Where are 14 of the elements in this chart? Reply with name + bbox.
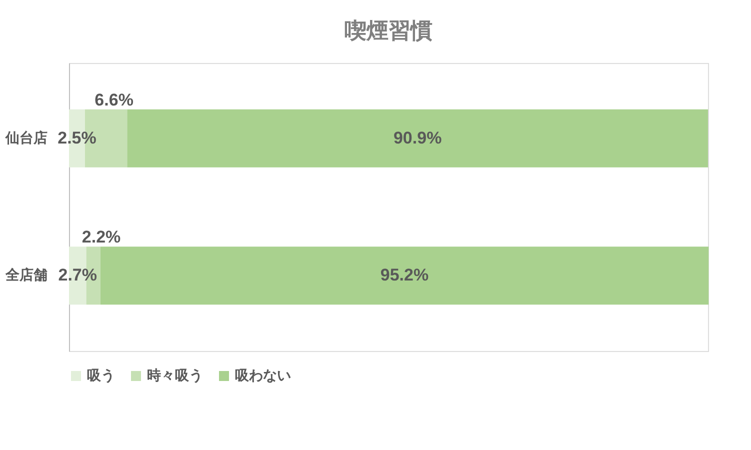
data-label: 95.2% — [380, 266, 429, 285]
data-label: 2.7% — [58, 266, 97, 285]
legend-label: 時々吸う — [147, 367, 203, 384]
legend-label: 吸わない — [235, 367, 291, 383]
legend-label: 吸う — [87, 367, 115, 384]
data-label: 2.5% — [58, 128, 96, 148]
bar — [100, 246, 709, 305]
data-label: 6.6% — [94, 90, 134, 110]
data-label: 90.9% — [393, 128, 442, 148]
chart-title: 喫煙習慣 — [344, 18, 432, 43]
y-tick-label: 全店舗 — [4, 266, 48, 283]
data-label: 2.2% — [82, 228, 121, 247]
bar — [127, 109, 708, 168]
y-tick-label: 仙台店 — [4, 129, 48, 146]
